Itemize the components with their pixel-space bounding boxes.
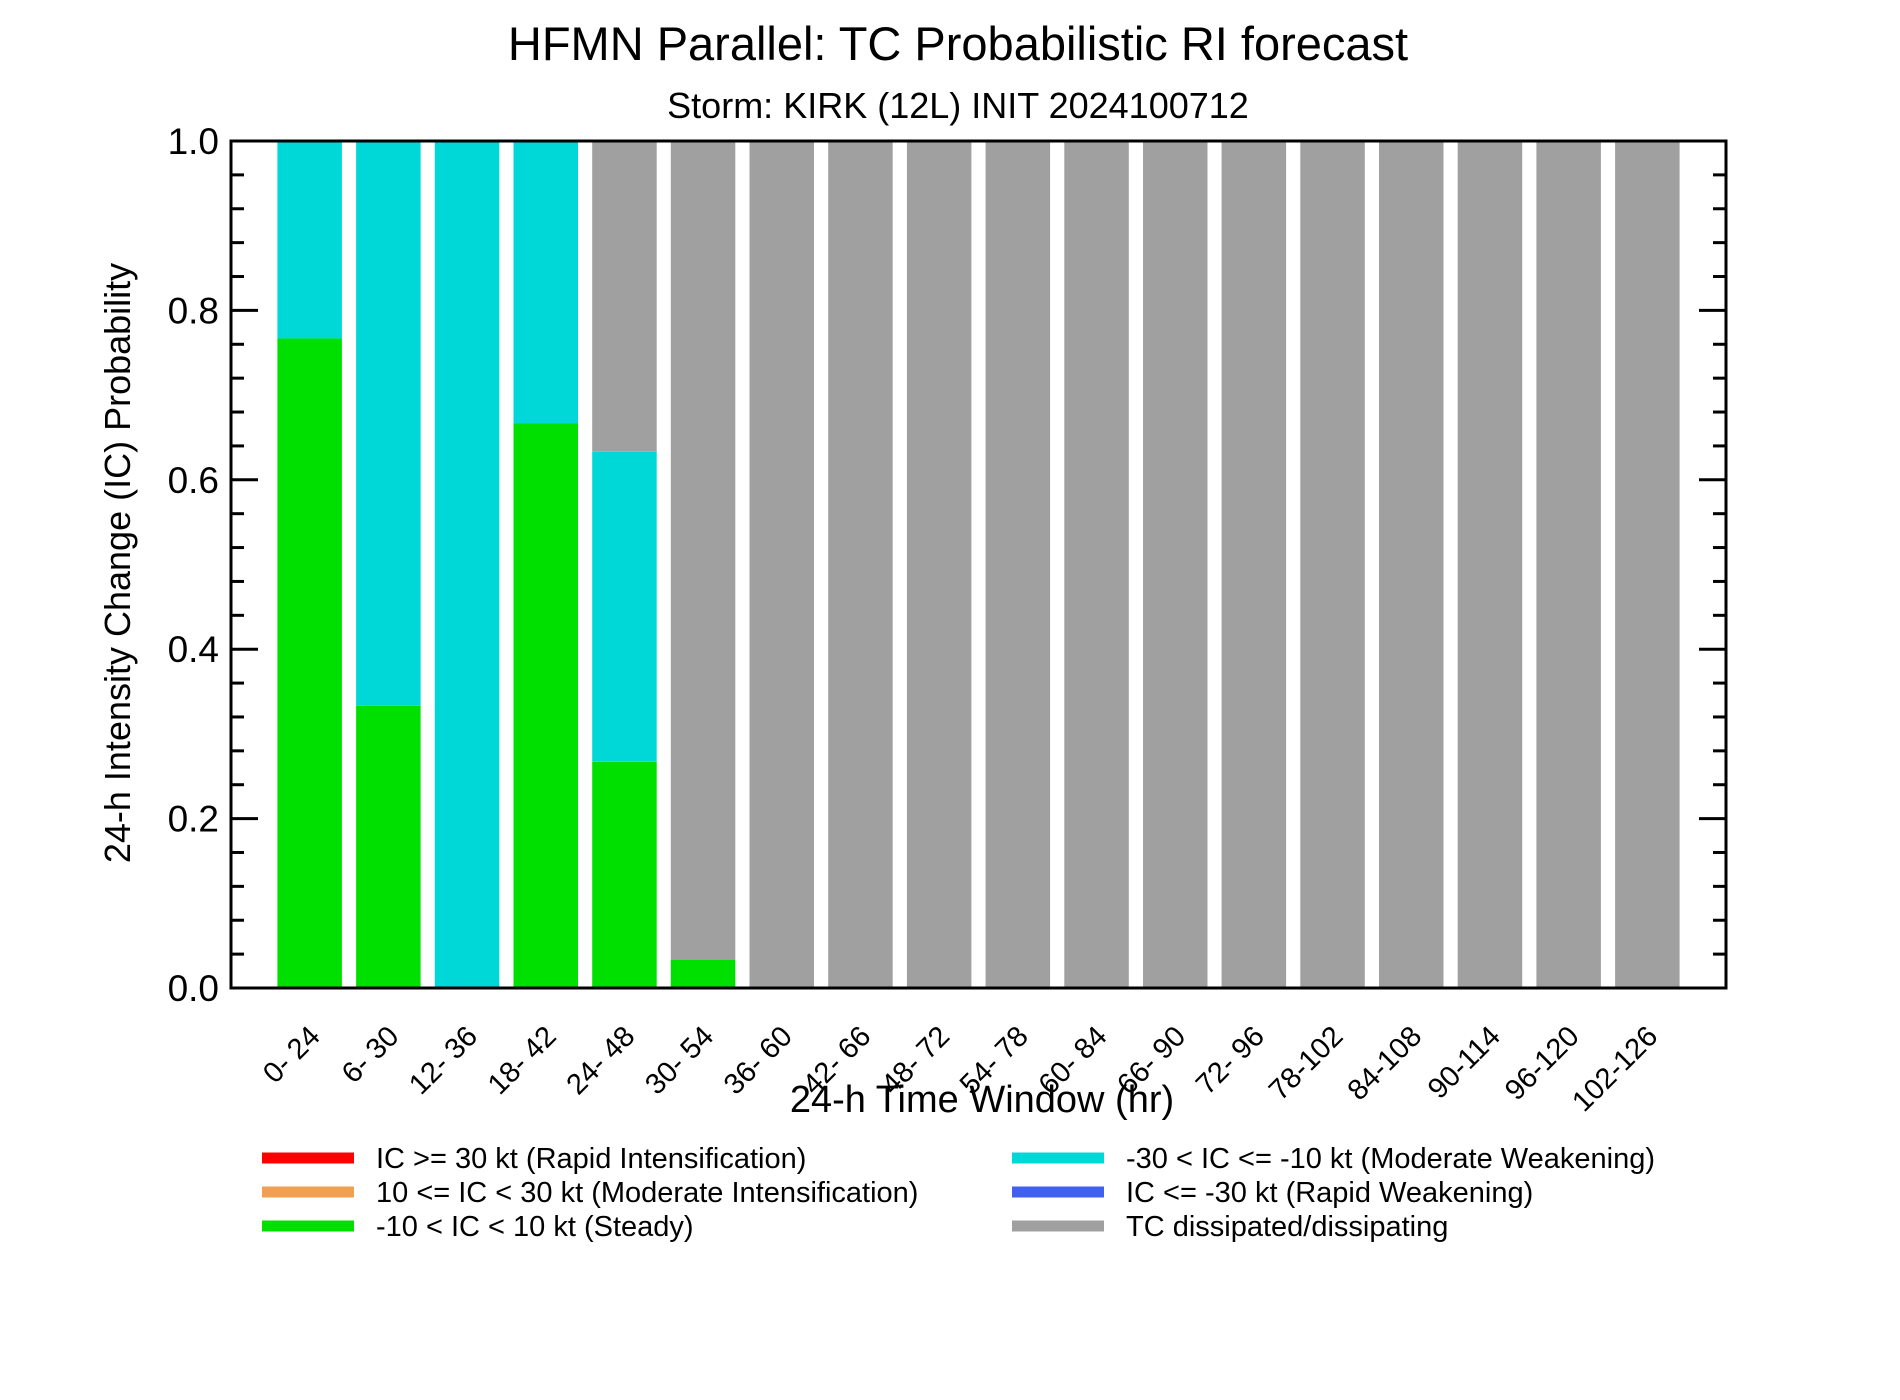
bar-segment-4-series-4 (513, 141, 578, 424)
plot-frame (229, 139, 1728, 990)
x-tick-label: 78-102 (1263, 1020, 1349, 1106)
x-axis-label: 24-h Time Window (hr) (790, 1079, 1174, 1121)
legend-label: IC >= 30 kt (Rapid Intensification) (376, 1143, 806, 1175)
bar-segment-8-series-6 (828, 141, 893, 988)
bar-segment-14-series-6 (1300, 141, 1365, 988)
bar-segment-5-series-3 (592, 761, 657, 988)
bar-segment-4-series-3 (513, 423, 578, 989)
x-tick-label: 6- 30 (336, 1020, 405, 1089)
legend-label: -30 < IC <= -10 kt (Moderate Weakening) (1126, 1143, 1655, 1175)
bar-segment-7-series-6 (749, 141, 814, 988)
chart-subtitle: Storm: KIRK (12L) INIT 2024100712 (667, 85, 1249, 126)
y-tick-label: 0.2 (168, 799, 219, 840)
x-tick-label: 30- 54 (639, 1020, 720, 1101)
x-tick-label: 24- 48 (561, 1020, 642, 1101)
bar-segment-12-series-6 (1143, 141, 1208, 988)
y-tick-label: 0.6 (168, 460, 219, 501)
bar-segment-6-series-3 (670, 960, 736, 988)
x-tick-label: 12- 36 (403, 1020, 484, 1101)
x-tick-label: 36- 60 (718, 1020, 799, 1101)
bar-segment-2-series-3 (356, 705, 421, 988)
y-axis-label: 24-h Intensity Change (IC) Probability (97, 263, 138, 863)
y-tick-label: 0.0 (168, 968, 219, 1009)
legend-label: 10 <= IC < 30 kt (Moderate Intensificati… (376, 1177, 918, 1209)
y-tick-label: 0.8 (168, 290, 219, 331)
legend-label: -10 < IC < 10 kt (Steady) (376, 1211, 694, 1243)
bar-segment-15-series-6 (1379, 141, 1444, 988)
bar-segment-1-series-3 (277, 338, 342, 988)
x-tick-label: 102-126 (1566, 1020, 1664, 1118)
y-tick-label: 0.4 (168, 629, 219, 670)
bar-segment-10-series-6 (985, 141, 1051, 988)
bar-segment-9-series-6 (906, 141, 972, 988)
bar-segment-17-series-6 (1536, 141, 1601, 988)
bars-layer (277, 141, 1680, 989)
bar-segment-11-series-6 (1064, 141, 1129, 988)
x-tick-label: 72- 96 (1190, 1020, 1271, 1101)
x-tick-label: 18- 42 (482, 1020, 563, 1101)
bar-segment-16-series-6 (1457, 141, 1523, 988)
bar-segment-2-series-4 (356, 141, 421, 706)
bar-segment-18-series-6 (1615, 141, 1680, 988)
chart-title: HFMN Parallel: TC Probabilistic RI forec… (508, 17, 1408, 70)
bar-segment-3-series-4 (434, 141, 500, 988)
bar-segment-6-series-6 (670, 141, 736, 960)
legend-label: IC <= -30 kt (Rapid Weakening) (1126, 1177, 1533, 1209)
bar-segment-5-series-6 (592, 141, 657, 452)
x-tick-label: 0- 24 (257, 1020, 326, 1089)
legend-label: TC dissipated/dissipating (1126, 1211, 1448, 1243)
legend: IC >= 30 kt (Rapid Intensification)10 <=… (262, 1143, 1655, 1243)
y-tick-label: 1.0 (168, 121, 219, 162)
x-tick-label: 84-108 (1342, 1020, 1428, 1106)
x-tick-label: 90-114 (1422, 1020, 1507, 1105)
bar-segment-13-series-6 (1221, 141, 1287, 988)
bar-segment-1-series-4 (277, 141, 342, 339)
bar-segment-5-series-4 (592, 451, 657, 762)
